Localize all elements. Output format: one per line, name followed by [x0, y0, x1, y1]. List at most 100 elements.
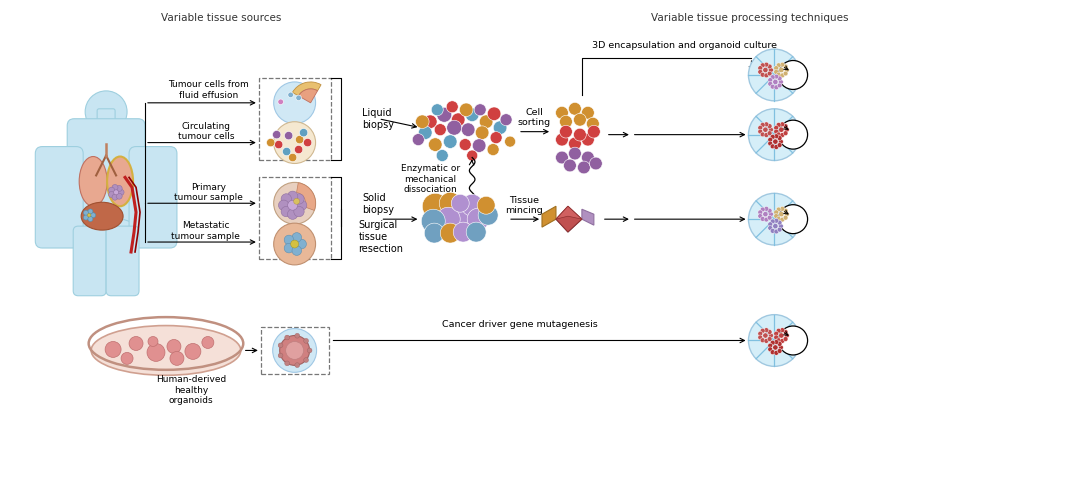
Circle shape [459, 139, 471, 151]
Circle shape [451, 194, 469, 212]
Wedge shape [297, 183, 315, 211]
Circle shape [780, 217, 785, 222]
Circle shape [770, 135, 775, 139]
Circle shape [578, 161, 591, 174]
Circle shape [764, 328, 769, 332]
Circle shape [287, 209, 298, 220]
Circle shape [774, 214, 779, 219]
Circle shape [783, 64, 788, 69]
Circle shape [303, 138, 312, 147]
Circle shape [454, 222, 473, 242]
Circle shape [760, 123, 765, 127]
Circle shape [779, 127, 784, 132]
Circle shape [778, 136, 782, 141]
Circle shape [783, 330, 788, 334]
Circle shape [779, 326, 808, 355]
Circle shape [303, 358, 309, 362]
Circle shape [474, 104, 486, 116]
Circle shape [773, 139, 778, 144]
Circle shape [783, 216, 788, 220]
Circle shape [296, 95, 301, 101]
Circle shape [490, 132, 502, 144]
Circle shape [294, 207, 305, 217]
Circle shape [294, 198, 299, 204]
Circle shape [748, 315, 800, 366]
Text: Circulating
tumour cells: Circulating tumour cells [177, 122, 234, 141]
Circle shape [774, 69, 779, 74]
Circle shape [285, 361, 289, 366]
Circle shape [559, 125, 572, 138]
Circle shape [472, 139, 486, 152]
Circle shape [477, 196, 495, 214]
Circle shape [573, 113, 586, 126]
Circle shape [758, 66, 762, 70]
Circle shape [760, 63, 765, 68]
Circle shape [588, 125, 600, 138]
Circle shape [767, 216, 772, 220]
Circle shape [783, 124, 788, 129]
Circle shape [780, 122, 785, 127]
Circle shape [292, 246, 301, 255]
Circle shape [284, 244, 294, 253]
Circle shape [564, 159, 577, 172]
Circle shape [441, 223, 460, 243]
Circle shape [459, 103, 473, 117]
Circle shape [778, 349, 782, 353]
Circle shape [768, 78, 772, 82]
Polygon shape [556, 206, 582, 219]
Circle shape [284, 131, 293, 140]
Circle shape [779, 333, 784, 338]
Circle shape [774, 340, 779, 344]
Circle shape [758, 125, 762, 130]
Circle shape [748, 109, 800, 161]
Circle shape [777, 63, 781, 68]
Circle shape [778, 220, 782, 225]
Circle shape [778, 83, 782, 88]
Circle shape [777, 328, 781, 333]
Circle shape [760, 132, 765, 137]
Circle shape [774, 134, 779, 139]
Circle shape [774, 350, 779, 355]
Circle shape [777, 338, 781, 343]
Circle shape [303, 338, 309, 343]
Circle shape [185, 343, 201, 359]
Circle shape [769, 127, 773, 132]
Text: Variable tissue processing techniques: Variable tissue processing techniques [651, 13, 848, 23]
Circle shape [758, 331, 762, 336]
Circle shape [760, 328, 765, 333]
Circle shape [773, 345, 778, 350]
Circle shape [285, 341, 303, 359]
Circle shape [778, 341, 782, 346]
Circle shape [468, 208, 489, 230]
Circle shape [280, 335, 310, 365]
Circle shape [109, 187, 114, 193]
Circle shape [91, 213, 96, 218]
Circle shape [764, 122, 769, 127]
Circle shape [117, 186, 122, 192]
Circle shape [768, 343, 772, 348]
Circle shape [779, 224, 783, 229]
Circle shape [581, 106, 594, 119]
Circle shape [783, 337, 788, 341]
Circle shape [291, 240, 299, 248]
Circle shape [87, 209, 93, 214]
Circle shape [440, 192, 461, 214]
Circle shape [279, 343, 283, 348]
Circle shape [478, 205, 498, 225]
FancyBboxPatch shape [36, 147, 83, 248]
Circle shape [487, 144, 499, 156]
Circle shape [555, 106, 568, 119]
Circle shape [780, 73, 785, 78]
Ellipse shape [91, 325, 241, 375]
Circle shape [555, 151, 568, 164]
Circle shape [768, 137, 772, 142]
Ellipse shape [79, 157, 107, 206]
Circle shape [112, 185, 118, 191]
Circle shape [764, 338, 769, 343]
Circle shape [287, 200, 298, 210]
Circle shape [770, 350, 775, 355]
Circle shape [784, 68, 789, 72]
Circle shape [421, 209, 445, 233]
Circle shape [85, 91, 127, 133]
Circle shape [762, 67, 768, 72]
